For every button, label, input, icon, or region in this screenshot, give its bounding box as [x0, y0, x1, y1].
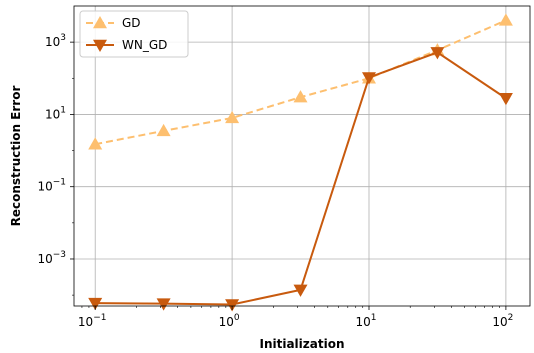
y-tick-label: 103 [45, 33, 66, 49]
data-point [430, 47, 445, 60]
legend-marker [93, 16, 107, 29]
legend-label: GD [122, 16, 141, 30]
data-point [156, 298, 171, 311]
series-line [95, 51, 507, 306]
data-point [498, 93, 513, 106]
y-tick-label: 10−3 [37, 250, 66, 266]
x-axis-title: Initialization [259, 337, 344, 351]
x-tick-label: 101 [355, 313, 376, 329]
series-wn-gd [88, 47, 513, 312]
data-point [498, 13, 513, 26]
data-point [361, 72, 376, 85]
series-layer [88, 13, 513, 312]
y-axis-title: Reconstruction Error [9, 86, 23, 227]
x-tick-label: 102 [492, 313, 513, 329]
grid-layer [74, 6, 530, 306]
legend-label: WN_GD [122, 38, 167, 52]
ticks-layer: 10−1 100 101 102 10−3 10−1 101 103 [37, 33, 513, 329]
legend: GD WN_GD [79, 10, 189, 58]
plot-area-frame [73, 5, 531, 307]
data-point [88, 137, 103, 150]
data-point [293, 90, 308, 103]
x-tick-label: 100 [219, 313, 240, 329]
legend-marker [93, 39, 107, 52]
y-tick-label: 101 [45, 105, 66, 121]
data-point [225, 110, 240, 124]
x-tick-label: 10−1 [78, 313, 107, 329]
data-point [293, 284, 308, 297]
data-point [225, 299, 240, 312]
data-point [88, 297, 103, 311]
y-tick-label: 10−1 [37, 178, 66, 194]
data-point [156, 123, 171, 137]
